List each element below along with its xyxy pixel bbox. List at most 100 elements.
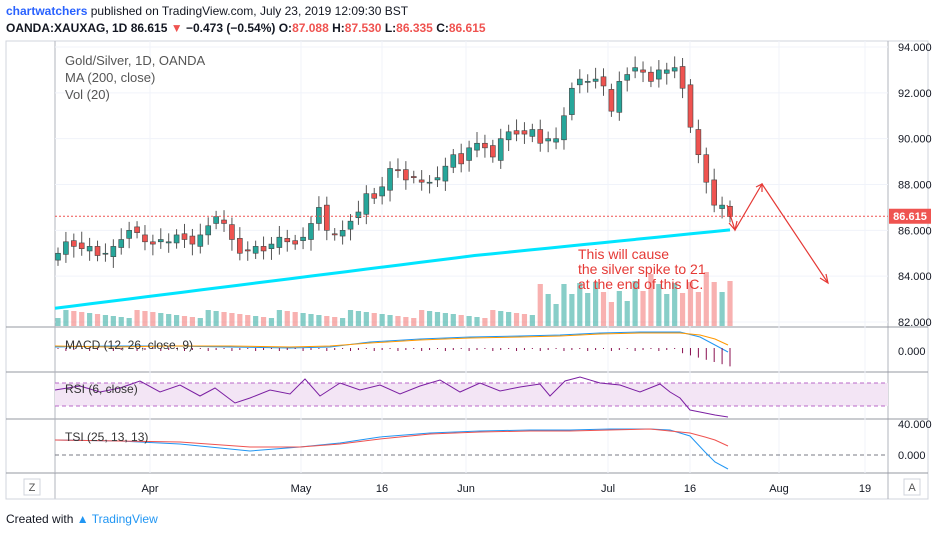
volume-bar (268, 318, 275, 326)
candle-body (632, 67, 638, 72)
zoom-button[interactable] (23, 478, 41, 496)
candle-body (205, 225, 212, 236)
tsi-axis-tick-40: 40.000 (898, 419, 932, 431)
volume-bar (355, 311, 362, 326)
candle-body (347, 220, 354, 230)
tsi-axis-tick-0: 0.000 (898, 450, 926, 462)
y-tick-label: 84.000 (898, 271, 932, 283)
last-price: 86.615 (130, 21, 168, 35)
volume-bar (181, 316, 188, 326)
tradingview-brand[interactable]: TradingView (91, 512, 158, 526)
candle-body (663, 69, 670, 74)
price-change: −0.473 (−0.54%) (185, 21, 276, 35)
candle-body (181, 233, 188, 240)
candle-body (608, 89, 615, 112)
volume-bar (585, 293, 591, 326)
volume-bar (679, 293, 686, 326)
candle-body (221, 219, 227, 224)
symbol-header: OANDA:XAUXAG, 1D 86.615 ▼ −0.473 (−0.54%… (6, 21, 486, 35)
candle-body (529, 129, 536, 137)
candle-body (379, 186, 385, 197)
volume-bar (229, 313, 235, 326)
candle-body (687, 84, 694, 128)
chart-frame (5, 40, 929, 500)
candle-body (482, 142, 488, 149)
volume-bar (173, 315, 180, 326)
candle-body (426, 181, 433, 184)
volume-bar (434, 312, 441, 326)
candle-body (616, 81, 623, 113)
volume-bar (711, 282, 717, 326)
candle-body (600, 76, 607, 87)
volume-bar (600, 292, 607, 326)
candle-body (418, 179, 425, 183)
volume-bar (553, 304, 559, 326)
x-tick-label: 19 (859, 483, 871, 495)
volume-bar (371, 313, 377, 326)
volume-bar (118, 317, 124, 326)
volume-bar (158, 313, 164, 326)
y-tick-label: 90.000 (898, 134, 932, 146)
x-tick-label: 16 (376, 483, 388, 495)
candle-body (371, 193, 378, 199)
volume-bar (213, 311, 219, 326)
volume-bar (545, 294, 551, 326)
volume-bar (490, 310, 496, 326)
volume-bar (94, 314, 101, 326)
candle-body (711, 179, 717, 206)
y-tick-label: 88.000 (898, 180, 932, 192)
volume-bar (387, 315, 393, 326)
volume-bar (450, 314, 456, 326)
candle-body (450, 154, 457, 168)
y-tick-label: 82.000 (898, 317, 932, 329)
candle-body (576, 78, 583, 86)
high-label: H: (332, 21, 345, 35)
candle-body (260, 246, 267, 252)
candle-body (442, 165, 449, 182)
auto-scale-button[interactable] (903, 478, 921, 496)
volume-bar (458, 315, 464, 326)
candle-body (410, 176, 417, 178)
volume-bar (656, 284, 662, 326)
auto-scale-label: A (908, 482, 916, 494)
candle-body (63, 241, 69, 255)
volume-bar (134, 310, 140, 326)
volume-bar (474, 317, 480, 326)
candle-body (727, 205, 733, 217)
volume-bar (71, 311, 77, 326)
volume-bar (245, 315, 251, 326)
candle-body (505, 131, 512, 141)
tsi-pane: TSI (25, 13, 13) 40.000 0.000 (54, 419, 932, 470)
rsi-pane: RSI (6, close) (54, 376, 888, 418)
candle-body (323, 204, 330, 231)
candle-body (331, 233, 338, 236)
annotation-line-2: the silver spike to 21 (578, 261, 706, 277)
legend-vol: Vol (20) (65, 87, 110, 102)
created-with: Created with (6, 512, 74, 526)
candle-body (276, 236, 283, 248)
volume-bar (308, 314, 314, 326)
candle-body (213, 216, 219, 224)
candle-body (134, 226, 140, 233)
volume-bar (616, 291, 622, 326)
candle-body (229, 224, 235, 240)
low-value: 86.335 (396, 21, 433, 35)
volume-bar (363, 312, 369, 326)
candle-body (197, 234, 204, 247)
candle-body (268, 243, 275, 249)
down-arrow-icon: ▼ (170, 21, 183, 35)
candle-body (434, 177, 441, 181)
volume-bar (276, 310, 282, 326)
volume-bar (419, 310, 425, 326)
candle-body (569, 87, 575, 115)
candle-body (679, 66, 686, 89)
candle-body (490, 145, 496, 158)
candle-body (458, 153, 465, 165)
high-value: 87.530 (344, 21, 382, 35)
volume-bar (126, 318, 132, 326)
candle-body (671, 67, 678, 72)
candle-body (648, 71, 654, 82)
candle-body (316, 207, 322, 224)
author-link[interactable]: chartwatchers (6, 4, 88, 18)
